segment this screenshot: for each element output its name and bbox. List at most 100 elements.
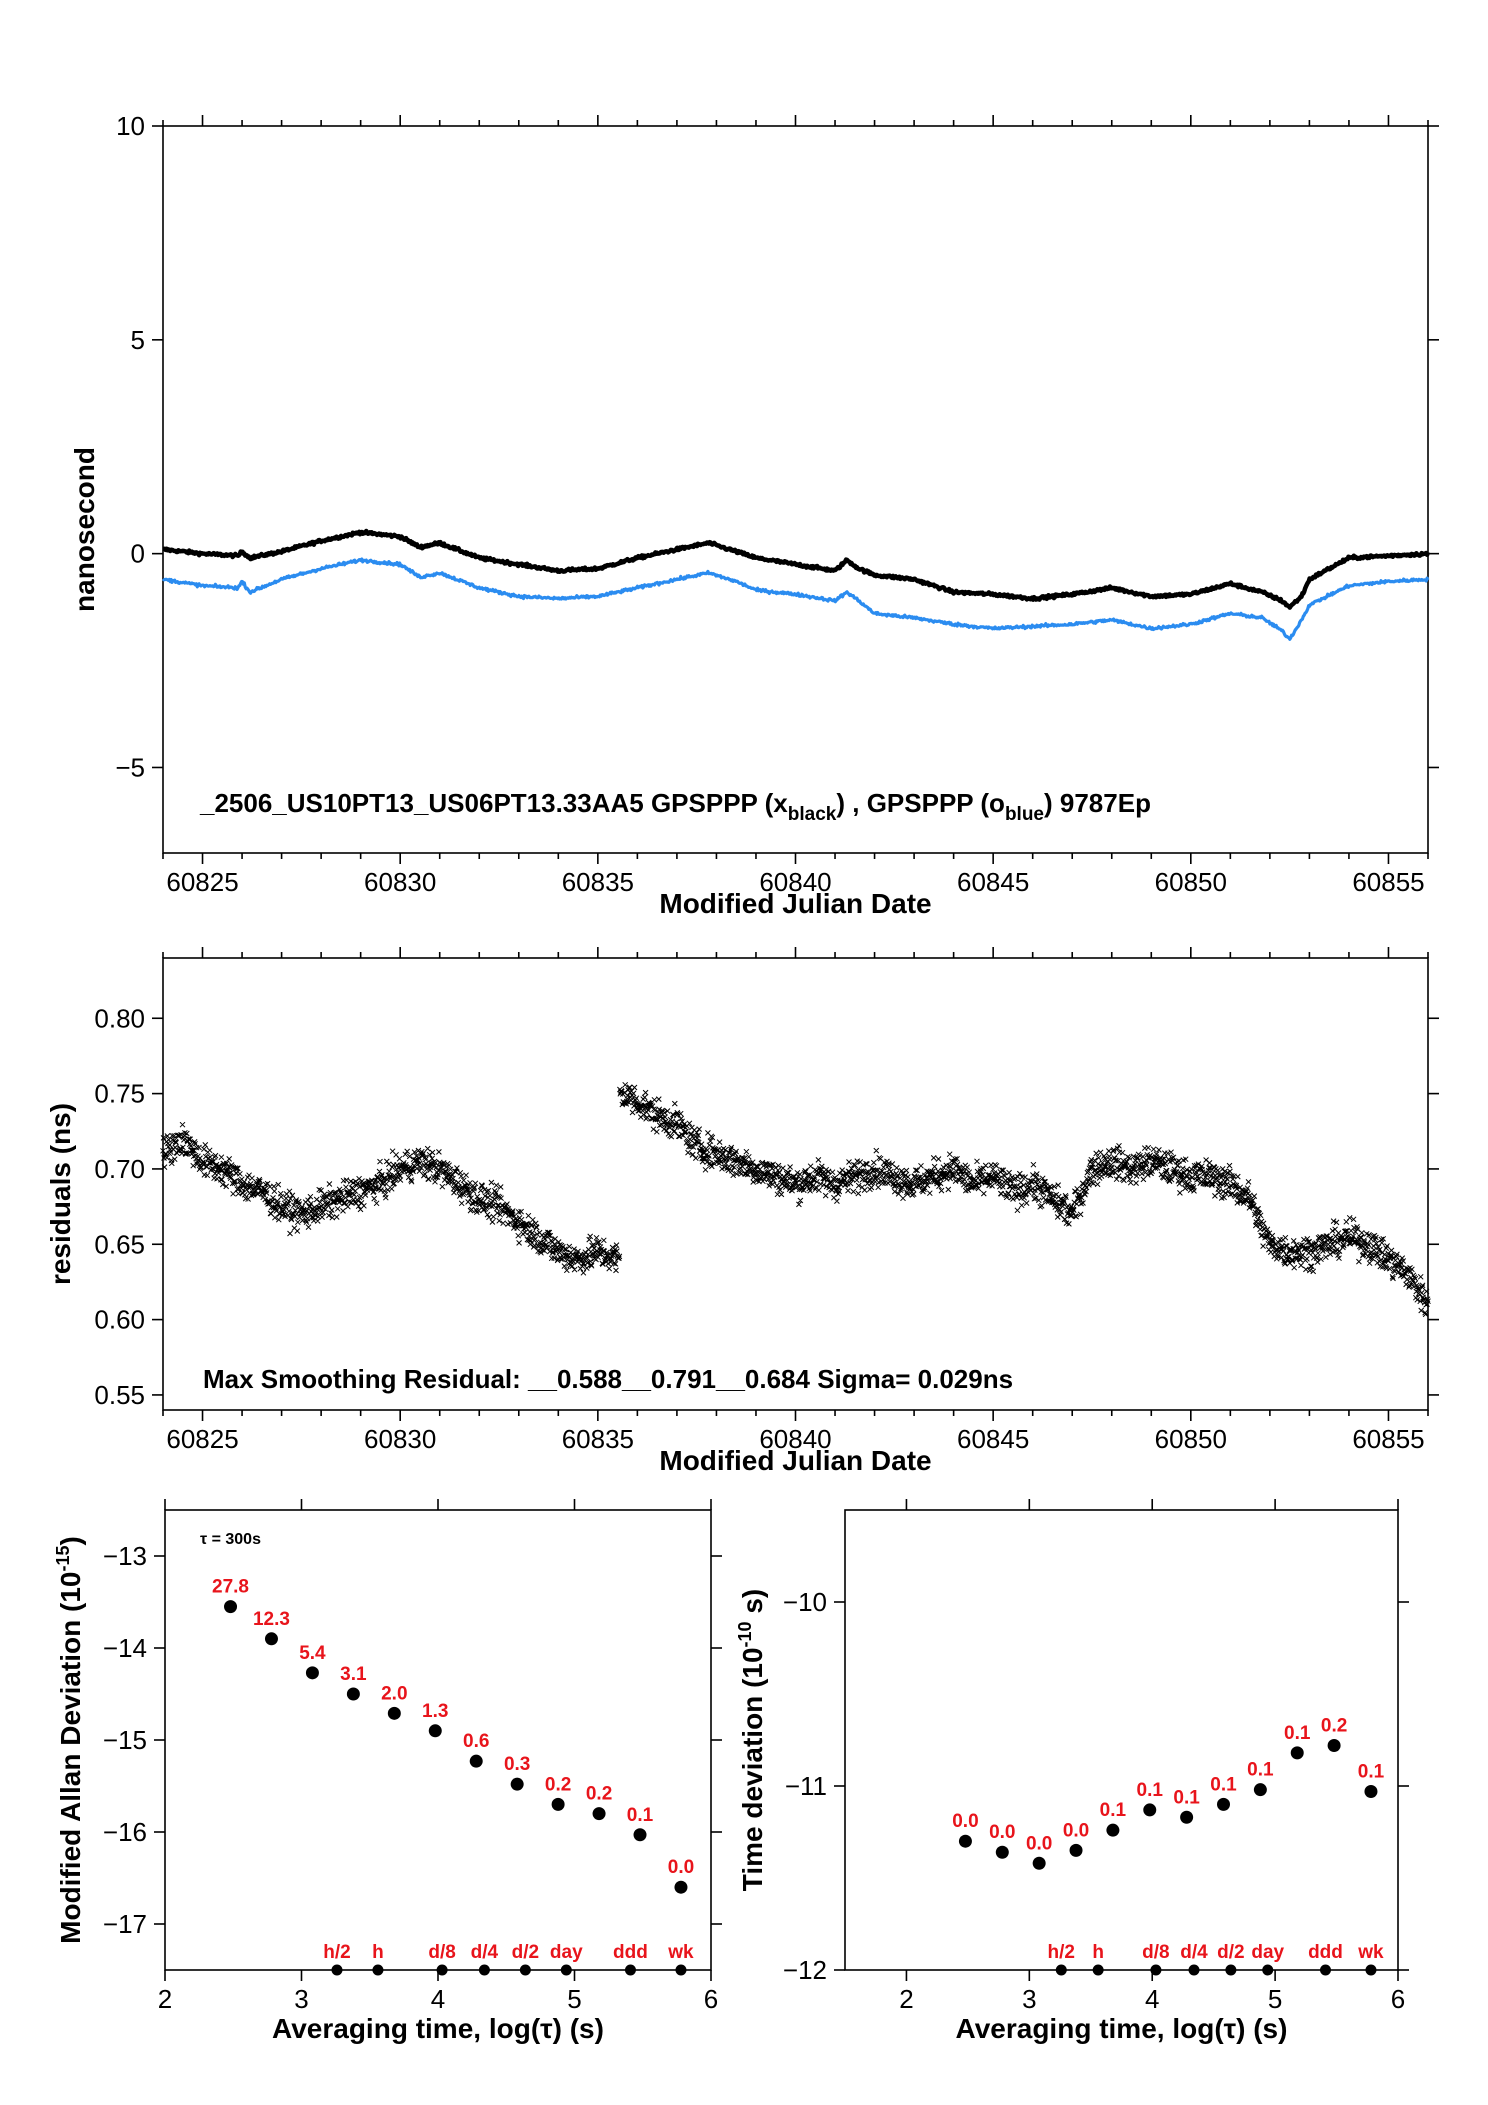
- interval-marker-label: day: [550, 1942, 583, 1963]
- x-tick-label: 3: [294, 1984, 308, 2014]
- interval-marker-label: h/2: [1048, 1942, 1075, 1963]
- deviation-point: [551, 1797, 565, 1811]
- deviation-point: [428, 1724, 442, 1738]
- deviation-point-label: 0.1: [1284, 1723, 1311, 1744]
- deviation-point-label: 2.0: [381, 1683, 407, 1704]
- deviation-point: [633, 1828, 647, 1842]
- y-tick-label: −16: [103, 1817, 147, 1847]
- y-tick-label: 0.60: [94, 1305, 145, 1335]
- x-tick-label: 60850: [1155, 1424, 1227, 1454]
- x-tick-label: 60825: [166, 1424, 238, 1454]
- y-tick-label: −10: [783, 1587, 827, 1617]
- deviation-point: [592, 1807, 606, 1821]
- x-axis-title: Modified Julian Date: [659, 888, 931, 919]
- interval-marker-label: h: [1092, 1942, 1104, 1963]
- x-tick-label: 60855: [1352, 867, 1424, 897]
- y-axis-title-sup: -10: [735, 1621, 755, 1647]
- y-tick-label: 0.75: [94, 1079, 145, 1109]
- plot-frame: [162, 125, 1429, 854]
- deviation-point-label: 0.0: [952, 1811, 978, 1832]
- deviation-point: [674, 1880, 688, 1894]
- interval-marker-label: wk: [1357, 1942, 1384, 1963]
- y-axis-title-text: Time deviation (10: [737, 1647, 768, 1891]
- deviation-point-label: 0.2: [586, 1784, 612, 1805]
- deviation-point-label: 1.3: [422, 1701, 448, 1722]
- deviation-point: [1069, 1843, 1083, 1857]
- annotation-sub-blue: blue: [1005, 804, 1044, 825]
- annotation-prefix: _2506_US10PT13_US06PT13.33AA5 GPSPPP (x: [199, 788, 788, 818]
- x-tick-label: 2: [899, 1984, 913, 2014]
- interval-marker: [1055, 1964, 1067, 1976]
- y-axis-title: nanosecond: [69, 447, 100, 612]
- y-axis-title-end: s): [737, 1589, 768, 1622]
- deviation-point-label: 0.1: [1358, 1762, 1385, 1783]
- interval-marker-label: d/8: [1142, 1942, 1169, 1963]
- deviation-point-label: 5.4: [299, 1643, 326, 1664]
- y-tick-label: 0: [131, 539, 145, 569]
- y-tick-label: 0.55: [94, 1380, 145, 1410]
- x-tick-label: 4: [431, 1984, 445, 2014]
- deviation-point-label: 0.1: [627, 1805, 654, 1826]
- deviation-point-label: 0.3: [504, 1754, 530, 1775]
- interval-marker-label: ddd: [613, 1942, 648, 1963]
- y-tick-label: −15: [103, 1725, 147, 1755]
- deviation-point-label: 0.0: [668, 1857, 694, 1878]
- deviation-point: [958, 1834, 972, 1848]
- deviation-point-label: 3.1: [340, 1664, 367, 1685]
- annotation-sub-black: black: [788, 804, 837, 825]
- x-tick-label: 60830: [364, 1424, 436, 1454]
- deviation-point: [387, 1706, 401, 1720]
- annotation-middle: ) , GPSPPP (o: [836, 788, 1005, 818]
- x-tick-label: 60830: [364, 867, 436, 897]
- deviation-point-label: 0.1: [1100, 1800, 1127, 1821]
- deviation-point: [1290, 1746, 1304, 1760]
- y-tick-label: −12: [783, 1955, 827, 1985]
- deviation-point: [1253, 1783, 1267, 1797]
- interval-marker: [1365, 1964, 1377, 1976]
- y-tick-label: −11: [785, 1771, 827, 1801]
- y-tick-label: −13: [103, 1541, 147, 1571]
- y-axis-title: Modified Allan Deviation (10-15): [53, 1536, 86, 1944]
- tau-note: τ = 300s: [200, 1531, 261, 1548]
- x-tick-label: 60835: [562, 1424, 634, 1454]
- x-tick-label: 60855: [1352, 1424, 1424, 1454]
- x-tick-label: 5: [1268, 1984, 1282, 2014]
- interval-marker-label: ddd: [1308, 1942, 1343, 1963]
- phase-annotation: _2506_US10PT13_US06PT13.33AA5 GPSPPP (xb…: [199, 788, 1151, 825]
- interval-marker-label: day: [1251, 1942, 1284, 1963]
- x-tick-label: 60840: [759, 867, 831, 897]
- y-axis-title-sup: -15: [53, 1545, 73, 1571]
- interval-marker-label: d/4: [471, 1942, 499, 1963]
- x-tick-label: 5: [567, 1984, 581, 2014]
- deviation-point: [346, 1687, 360, 1701]
- interval-marker-label: d/2: [1217, 1942, 1244, 1963]
- residual-markers: [160, 1081, 1431, 1318]
- deviation-point: [1364, 1785, 1378, 1799]
- x-axis-title: Averaging time, log(τ) (s): [272, 2013, 604, 2044]
- plot-frame: [844, 1509, 1399, 1971]
- y-tick-label: 5: [131, 325, 145, 355]
- deviation-point-label: 0.1: [1173, 1787, 1200, 1808]
- interval-marker-label: wk: [667, 1942, 694, 1963]
- deviation-point-label: 0.2: [545, 1774, 571, 1795]
- x-tick-label: 60845: [957, 867, 1029, 897]
- deviation-point: [995, 1845, 1009, 1859]
- residual-annotation: Max Smoothing Residual: __0.588__0.791__…: [203, 1364, 1013, 1394]
- interval-marker: [372, 1964, 384, 1976]
- x-tick-label: 60835: [562, 867, 634, 897]
- interval-marker: [1319, 1964, 1331, 1976]
- series-black-line: [161, 528, 1431, 610]
- y-axis-title: Time deviation (10-10 s): [735, 1589, 768, 1892]
- interval-marker: [331, 1964, 343, 1976]
- y-tick-label: 0.65: [94, 1229, 145, 1259]
- deviation-point: [1143, 1803, 1157, 1817]
- interval-marker: [1262, 1964, 1274, 1976]
- interval-marker: [478, 1964, 490, 1976]
- deviation-point-label: 0.0: [1026, 1833, 1052, 1854]
- deviation-point-label: 27.8: [212, 1577, 249, 1598]
- interval-marker: [624, 1964, 636, 1976]
- deviation-point: [469, 1754, 483, 1768]
- interval-marker: [1225, 1964, 1237, 1976]
- deviation-point: [305, 1666, 319, 1680]
